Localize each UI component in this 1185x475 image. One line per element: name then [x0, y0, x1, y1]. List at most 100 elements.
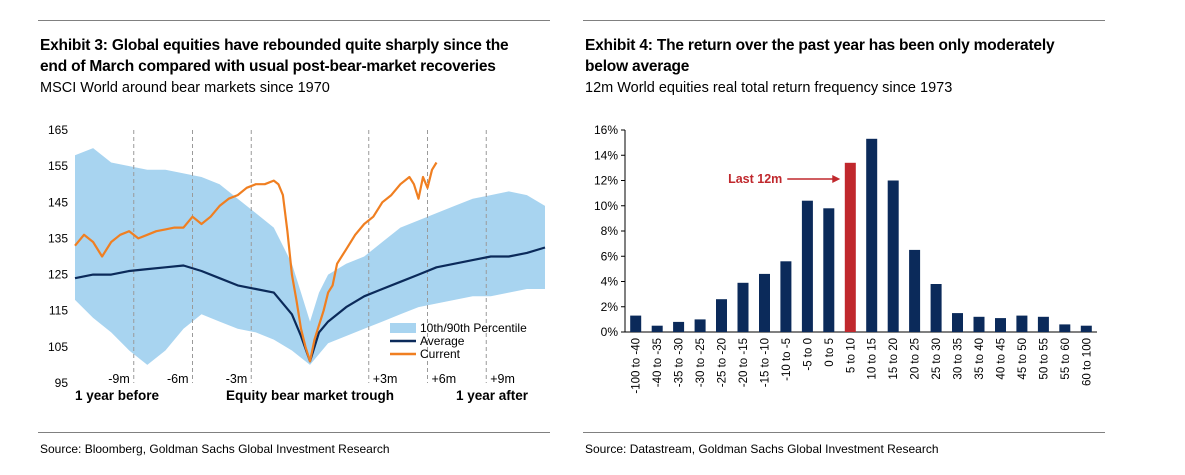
bar-10-to-15 — [866, 138, 878, 332]
exhibit-4-source: Source: Datastream, Goldman Sachs Global… — [585, 442, 939, 456]
return-frequency-bar-chart: 0% 2% 4% 6% 8% 10% 12% 14% 16% -100 to -40 -40 to… — [594, 123, 1097, 394]
last-12m-annotation: Last 12m — [728, 172, 841, 186]
x-tick-label-100-to-40: -100 to -40 — [631, 338, 643, 394]
y-tick-label: 8% — [601, 224, 619, 238]
period-label-6m: +6m — [432, 372, 457, 386]
x-tick-label-15-to-10: -15 to -10 — [760, 338, 772, 387]
exhibit-3-source: Source: Bloomberg, Goldman Sachs Global … — [40, 442, 390, 456]
bar-5-to-10 — [844, 162, 856, 332]
x-tick-label-30-to-35: 30 to 35 — [953, 338, 965, 380]
last-12m-label: Last 12m — [728, 172, 782, 186]
bar-5-to-0 — [801, 200, 813, 332]
bar-35-to-40 — [973, 316, 985, 332]
x-tick-label-35-to-40: 35 to 40 — [974, 338, 986, 380]
bar-30-to-35 — [952, 313, 963, 332]
bar-15-to-20 — [887, 180, 899, 332]
y-tick-label: 145 — [48, 195, 68, 209]
y-tick-label: 115 — [49, 304, 68, 318]
exhibit-3-title-line2: end of March compared with usual post-be… — [40, 58, 496, 75]
period-label-6m: -6m — [167, 372, 189, 386]
bar-45-to-50 — [1016, 315, 1028, 332]
exhibit-3-panel: Exhibit 3: Global equities have rebounde… — [0, 0, 560, 475]
exhibit-4-subtitle: 12m World equities real total return fre… — [585, 80, 953, 96]
exhibit-3-subtitle: MSCI World around bear markets since 197… — [40, 80, 330, 96]
x-tick-label-10-to-5: -10 to -5 — [781, 338, 793, 381]
bear-market-line-chart: 95 105 115 125 135 145 155 165 -9m -6m -3m +3m +6m +… — [48, 123, 546, 403]
y-tick-label: 6% — [601, 249, 619, 263]
period-label-3m: -3m — [226, 372, 248, 386]
x-tick-label-5-to-0: -5 to 0 — [802, 338, 814, 371]
bottom-label-trough: Equity bear market trough — [226, 388, 394, 403]
top-rule — [583, 20, 1105, 21]
bar-25-to-30 — [930, 284, 942, 332]
bottom-rule — [38, 432, 550, 433]
period-label-9m: -9m — [108, 372, 130, 386]
y-tick-label: 105 — [48, 340, 68, 354]
period-label-3m: +3m — [373, 372, 398, 386]
x-tick-label-40-to-35: -40 to -35 — [652, 338, 664, 387]
y-tick-label: 155 — [48, 159, 68, 173]
exhibit-3-title-line1: Exhibit 3: Global equities have rebounde… — [40, 37, 509, 54]
x-tick-label-35-to-30: -35 to -30 — [674, 338, 686, 387]
bar-30-to-25 — [694, 319, 706, 332]
x-tick-label-15-to-20: 15 to 20 — [888, 338, 900, 380]
x-tick-label-20-to-15: -20 to -15 — [738, 338, 750, 387]
y-tick-label: 12% — [594, 174, 618, 188]
x-category-labels: -100 to -40 -40 to -35 -35 to -30 -30 to -2… — [631, 338, 1094, 394]
y-axis: 95 105 115 125 135 145 155 165 — [48, 123, 68, 390]
bar-10-to-5 — [780, 261, 792, 332]
x-tick-label-50-to-55: 50 to 55 — [1038, 338, 1050, 380]
bars-layer — [630, 138, 1092, 332]
bottom-label-year-after: 1 year after — [456, 388, 529, 403]
y-tick-label: 165 — [48, 123, 68, 137]
bar-40-to-45 — [995, 318, 1006, 332]
bar-40-to-35 — [651, 325, 663, 332]
x-tick-label-20-to-25: 20 to 25 — [910, 338, 922, 380]
y-tick-label: 0% — [601, 325, 619, 339]
y-tick-label: 4% — [601, 275, 619, 289]
x-tick-label-40-to-45: 40 to 45 — [996, 338, 1008, 380]
top-rule — [38, 20, 550, 21]
y-tick-label: 10% — [594, 199, 618, 213]
x-tick-label-60-to-100: 60 to 100 — [1081, 338, 1093, 386]
x-period-labels: -9m -6m -3m +3m +6m +9m 1 year before Equity be… — [75, 372, 529, 403]
bar-100-to-40 — [630, 315, 642, 332]
exhibit-4-title-line1: Exhibit 4: The return over the past year… — [585, 37, 1055, 54]
x-tick-label-55-to-60: 55 to 60 — [1060, 338, 1072, 380]
y-tick-label: 2% — [601, 300, 619, 314]
y-tick-label: 125 — [48, 268, 68, 282]
y-tick-label: 95 — [55, 376, 69, 390]
bar-20-to-25 — [909, 249, 921, 332]
series-lines-layer — [74, 161, 546, 363]
x-tick-label-30-to-25: -30 to -25 — [695, 338, 707, 387]
exhibit-4-panel: Exhibit 4: The return over the past year… — [575, 0, 1185, 475]
x-tick-label-45-to-50: 45 to 50 — [1017, 338, 1029, 380]
current-series-line — [74, 161, 438, 363]
x-tick-label-25-to-30: 25 to 30 — [931, 338, 943, 380]
legend-label-average: Average — [420, 334, 465, 348]
bar-0-to-5 — [823, 208, 835, 332]
x-tick-label-0-to-5: 0 to 5 — [824, 338, 836, 367]
bar-25-to-20 — [716, 299, 727, 332]
x-tick-label-25-to-20: -25 to -20 — [717, 338, 729, 387]
legend-label-percentile: 10th/90th Percentile — [420, 321, 527, 335]
exhibit-4-title-line2: below average — [585, 58, 690, 75]
bar-35-to-30 — [673, 321, 685, 332]
y-tick-label: 16% — [594, 123, 618, 137]
bar-20-to-15 — [737, 282, 749, 332]
x-tick-label-5-to-10: 5 to 10 — [845, 338, 857, 373]
bar-60-to-100 — [1080, 325, 1092, 332]
bottom-rule — [583, 432, 1105, 433]
x-tick-label-10-to-15: 10 to 15 — [867, 338, 879, 380]
period-label-9m: +9m — [490, 372, 515, 386]
bottom-label-year-before: 1 year before — [75, 388, 160, 403]
bar-55-to-60 — [1059, 324, 1071, 332]
legend-label-current: Current — [420, 347, 461, 361]
y-tick-label: 135 — [48, 231, 68, 245]
bar-50-to-55 — [1037, 316, 1049, 332]
y-tick-label: 14% — [594, 148, 618, 162]
legend-swatch-percentile — [390, 323, 416, 333]
last-12m-arrow-head — [832, 175, 841, 184]
bar-15-to-10 — [759, 273, 770, 332]
